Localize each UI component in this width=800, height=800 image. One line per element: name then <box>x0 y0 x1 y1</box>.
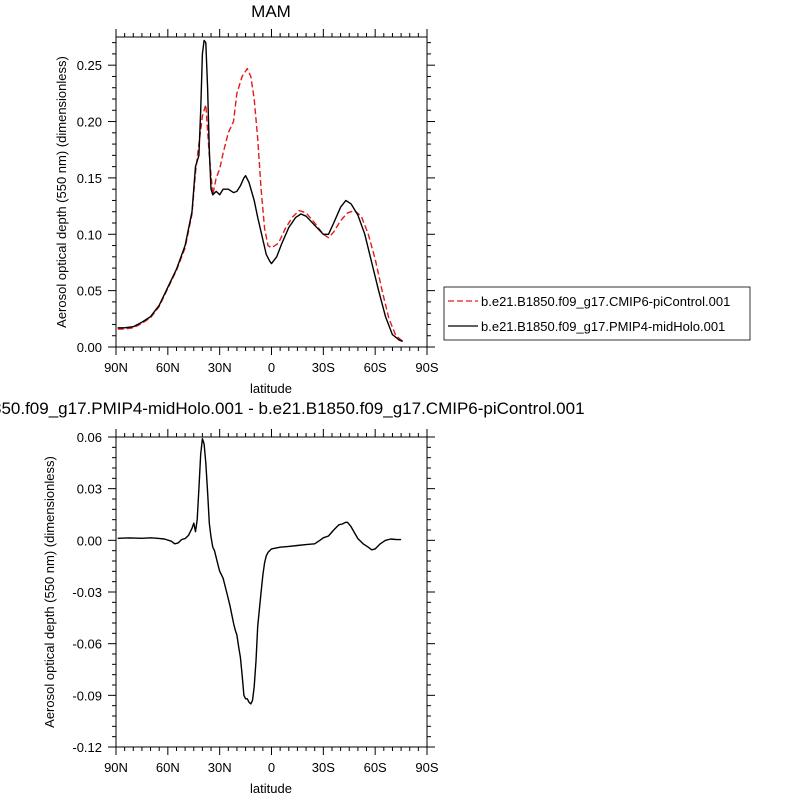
legend-box <box>443 286 751 341</box>
x-tick-label: 30N <box>208 360 232 375</box>
y-tick-label: 0.15 <box>77 171 102 186</box>
legend: b.e21.B1850.f09_g17.CMIP6-piControl.001 … <box>443 286 751 341</box>
x-tick-label: 60S <box>364 360 387 375</box>
top-panel-x-axis-label: latitude <box>250 381 292 396</box>
y-tick-label: 0.06 <box>77 430 102 445</box>
top-panel-y-axis-label: Aerosol optical depth (550 nm) (dimensio… <box>54 56 69 328</box>
top-panel-x-axis: 90N 60N 30N 0 30S 60S 90S <box>104 29 439 375</box>
y-tick-label: 0.03 <box>77 482 102 497</box>
bottom-panel-y-axis-label: Aerosol optical depth (550 nm) (dimensio… <box>42 456 57 728</box>
y-tick-label: -0.03 <box>72 585 102 600</box>
y-tick-label: 0.00 <box>77 533 102 548</box>
y-tick-label: 0.20 <box>77 115 102 130</box>
y-tick-label: 0.10 <box>77 227 102 242</box>
bottom-panel-x-axis: 90N 60N 30N 0 30S 60S 90S <box>104 429 439 775</box>
bottom-panel-y-axis: -0.12 -0.09 -0.06 -0.03 0.00 0.03 0.06 <box>72 430 435 755</box>
x-tick-label: 0 <box>268 360 275 375</box>
y-tick-label: -0.12 <box>72 740 102 755</box>
legend-label-piControl: b.e21.B1850.f09_g17.CMIP6-piControl.001 <box>481 294 730 309</box>
series-line-0 <box>117 438 402 705</box>
x-tick-label: 0 <box>268 760 275 775</box>
x-tick-label: 30S <box>312 760 335 775</box>
x-tick-label: 90N <box>104 760 128 775</box>
top-panel: MAM 0.00 0.05 0.10 0.15 0.20 0.25 90N 60N 30N 0 3… <box>54 2 439 396</box>
x-tick-label: 60N <box>156 360 180 375</box>
x-tick-label: 90S <box>415 760 438 775</box>
bottom-panel-series <box>117 438 402 705</box>
y-tick-label: 0.05 <box>77 284 102 299</box>
y-tick-label: -0.09 <box>72 688 102 703</box>
bottom-panel-title: 850.f09_g17.PMIP4-midHolo.001 - b.e21.B1… <box>0 399 585 418</box>
bottom-panel: 850.f09_g17.PMIP4-midHolo.001 - b.e21.B1… <box>0 399 585 796</box>
x-tick-label: 60N <box>156 760 180 775</box>
x-tick-label: 30S <box>312 360 335 375</box>
top-panel-title: MAM <box>251 2 291 21</box>
series-line-1 <box>117 39 404 343</box>
top-panel-series <box>117 39 404 343</box>
x-tick-label: 90S <box>415 360 438 375</box>
y-tick-label: 0.25 <box>77 58 102 73</box>
y-tick-label: 0.00 <box>77 340 102 355</box>
bottom-panel-plot-frame <box>115 436 428 748</box>
x-tick-label: 30N <box>208 760 232 775</box>
y-tick-label: -0.06 <box>72 637 102 652</box>
x-tick-label: 60S <box>364 760 387 775</box>
legend-label-midHolo: b.e21.B1850.f09_g17.PMIP4-midHolo.001 <box>481 319 725 334</box>
series-line-0 <box>117 67 404 342</box>
top-panel-y-axis: 0.00 0.05 0.10 0.15 0.20 0.25 <box>77 42 435 355</box>
x-tick-label: 90N <box>104 360 128 375</box>
bottom-panel-x-axis-label: latitude <box>250 781 292 796</box>
